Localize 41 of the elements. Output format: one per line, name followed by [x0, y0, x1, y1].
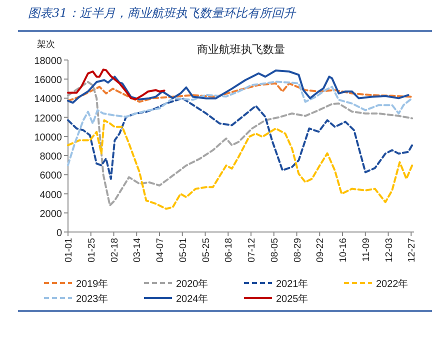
x-tick-label: 06-18	[224, 238, 235, 262]
x-tick-label: 12-27	[406, 238, 418, 262]
y-tick-label: 16000	[34, 75, 62, 86]
x-tick-label: 10-16	[338, 238, 350, 262]
x-tick-label: 05-01	[178, 238, 189, 262]
x-tick-label: 01-25	[86, 238, 98, 262]
y-axis-title: 架次	[37, 39, 55, 49]
chart-title: 商业航班执飞数量	[197, 43, 285, 56]
legend-label: 2019年	[76, 278, 108, 290]
y-tick-label: 10000	[34, 132, 62, 144]
x-tick-label: 01-01	[64, 238, 74, 262]
x-tick-label: 07-12	[246, 238, 258, 262]
x-tick-label: 11-09	[360, 238, 372, 262]
y-tick-label: 6000	[40, 170, 62, 182]
line-series	[67, 82, 414, 103]
y-tick-label: 14000	[34, 94, 62, 106]
legend-label: 2025年	[276, 293, 308, 305]
y-tick-label: 12000	[34, 113, 62, 124]
legend-label: 2021年	[276, 278, 308, 290]
x-tick-label: 04-07	[155, 238, 166, 262]
x-tick-label: 12-03	[384, 238, 395, 262]
x-tick-label: 03-14	[132, 238, 144, 262]
line-series	[67, 68, 166, 100]
chart-subtitle: 图表31：近半月，商业航班执飞数量环比有所回升	[28, 6, 296, 20]
legend-label: 2023年	[76, 293, 108, 305]
y-tick-label: 8000	[40, 152, 62, 163]
line-series	[67, 119, 414, 210]
legend-label: 2020年	[176, 278, 208, 290]
legend-label: 2022年	[376, 278, 408, 290]
legend-label: 2024年	[176, 293, 208, 305]
y-tick-label: 4000	[40, 190, 62, 201]
x-tick-label: 08-29	[292, 238, 304, 262]
x-tick-label: 09-22	[315, 238, 326, 262]
x-tick-label: 02-18	[109, 238, 120, 262]
x-tick-label: 05-25	[200, 238, 212, 262]
y-tick-label: 18000	[34, 56, 62, 67]
y-tick-label: 2000	[40, 208, 62, 220]
line-series	[67, 81, 414, 206]
y-tick-label: 0	[56, 228, 62, 239]
x-tick-label: 08-05	[269, 238, 280, 262]
line-series	[67, 80, 414, 166]
